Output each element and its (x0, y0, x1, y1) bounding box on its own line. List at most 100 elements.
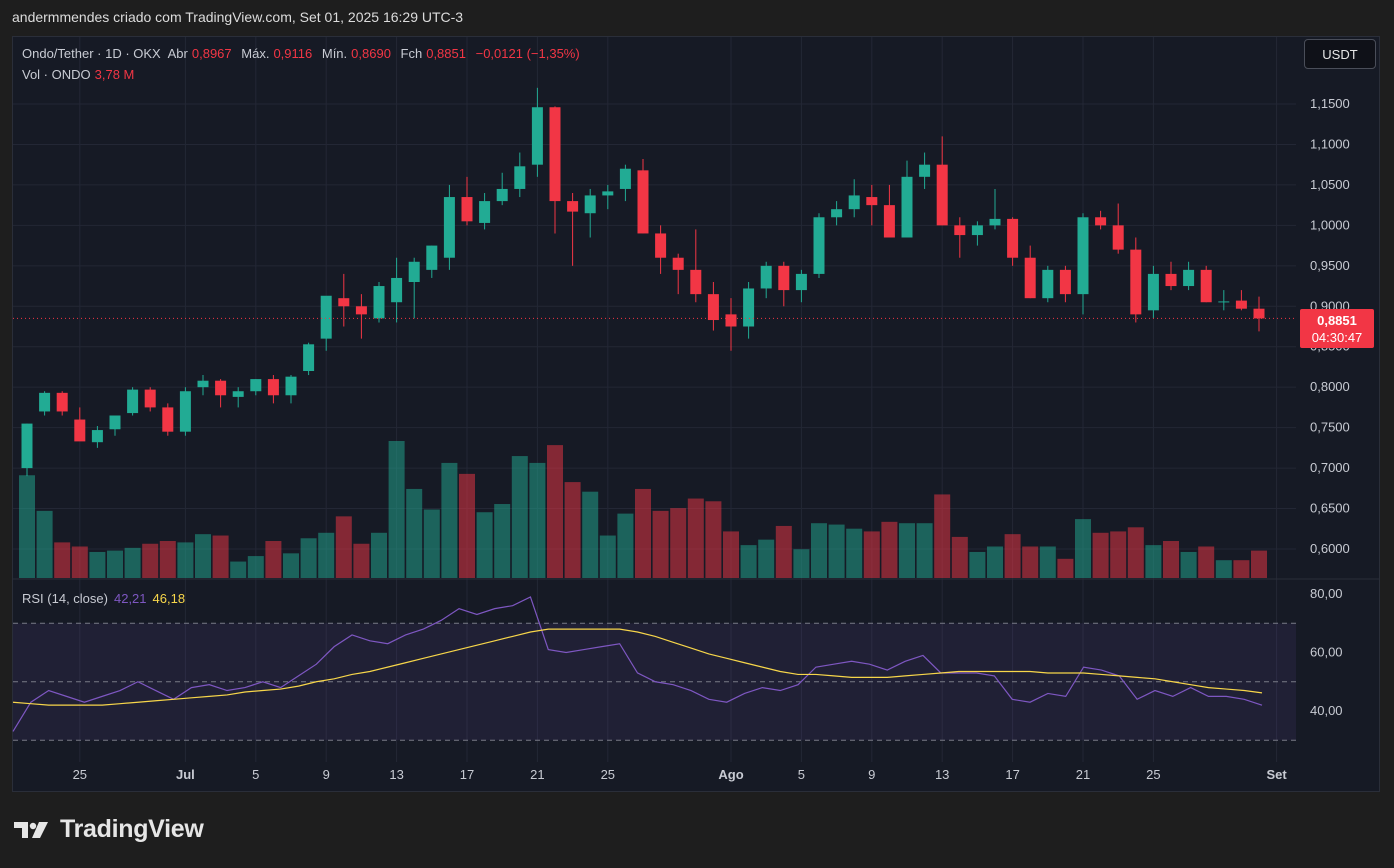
price-axis: 1,15001,10001,05001,00000,95000,90000,85… (1310, 96, 1350, 718)
candle-body (866, 197, 878, 206)
candle-body (391, 277, 403, 303)
time-tick-label: 17 (1005, 767, 1019, 782)
candle-body (901, 176, 913, 238)
rsi-tick-label: 60,00 (1310, 645, 1343, 660)
candle-body (443, 197, 455, 258)
candle (1059, 265, 1071, 303)
volume-bar (423, 509, 440, 578)
volume-bar (300, 538, 317, 578)
rsi-tick-label: 40,00 (1310, 703, 1343, 718)
volume-bar (247, 556, 264, 578)
tradingview-logo-icon (14, 821, 48, 838)
volume-bar (828, 524, 845, 578)
candle (179, 387, 191, 436)
time-tick-label: 25 (73, 767, 87, 782)
candle (408, 257, 420, 319)
change-value: −0,0121 (−1,35%) (475, 46, 580, 61)
close-label: Fch (400, 46, 423, 61)
candle (1112, 203, 1124, 254)
time-tick-label: 5 (798, 767, 805, 782)
volume-bar (1075, 519, 1091, 578)
candle (39, 391, 51, 416)
candle-body (127, 389, 139, 414)
volume-bar (934, 494, 951, 578)
candle (303, 342, 315, 376)
volume-bar (406, 488, 423, 578)
candle-body (936, 164, 948, 226)
volume-bar (441, 462, 458, 578)
volume-bar (511, 456, 528, 578)
rsi-value: 42,21 (113, 591, 147, 606)
rsi-pane (12, 596, 1263, 732)
tradingview-logo[interactable]: TradingView (14, 815, 204, 844)
volume-bar (1092, 532, 1109, 578)
candle-body (338, 298, 350, 307)
candle-body (1253, 308, 1265, 319)
candle-body (285, 376, 297, 396)
close-value: 0,8851 (426, 46, 466, 61)
candle-body (760, 265, 772, 289)
candle (567, 193, 579, 266)
time-tick-label: 9 (323, 767, 330, 782)
currency-button[interactable]: USDT (1304, 39, 1376, 69)
rsi-legend: RSI (14, close) 42,21 46,18 (22, 591, 185, 606)
candle (443, 184, 455, 270)
volume-bar (1022, 546, 1039, 578)
candle (21, 423, 33, 477)
volume-bar (529, 462, 546, 578)
volume-bar (89, 551, 106, 578)
candle (74, 407, 86, 442)
candle (584, 188, 596, 238)
candle (901, 160, 913, 238)
chart-frame[interactable] (12, 36, 1380, 792)
price-tick-label: 0,9500 (1310, 258, 1350, 273)
candle-body (690, 269, 702, 295)
volume-bar (758, 539, 775, 578)
volume-bar (107, 550, 123, 578)
volume-bar (951, 536, 968, 578)
candle-body (1095, 217, 1107, 226)
candle (795, 269, 807, 303)
volume-bar (652, 510, 669, 578)
candle-body (619, 168, 631, 189)
candle (813, 213, 825, 278)
volume-bar (811, 523, 827, 578)
volume-bar (335, 516, 352, 578)
candle (883, 184, 895, 238)
candle-body (743, 288, 755, 327)
candle-body (1130, 249, 1142, 315)
rsi-line (12, 596, 1263, 732)
attribution-text: andermmendes criado com TradingView.com,… (12, 9, 464, 25)
candle-body (672, 257, 684, 270)
volume-bar (846, 528, 863, 578)
time-tick-label: 13 (389, 767, 403, 782)
candle-body (954, 225, 966, 236)
candle-body (320, 295, 332, 339)
candle-body (1183, 269, 1195, 287)
candle (690, 229, 702, 303)
candle-body (778, 265, 790, 291)
time-tick-label: 5 (252, 767, 259, 782)
high-value: 0,9116 (273, 46, 313, 61)
volume-bar (459, 473, 475, 578)
volume-bar (881, 521, 898, 578)
volume-bar (1163, 541, 1179, 578)
candle (127, 387, 139, 416)
volume-bar (863, 531, 880, 578)
candle (936, 136, 948, 226)
volume-bar (687, 498, 704, 578)
candle-body (461, 197, 473, 222)
candle (919, 152, 931, 189)
candle (778, 261, 790, 307)
candle (655, 225, 667, 274)
volume-bar (283, 553, 299, 578)
price-tick-label: 0,6500 (1310, 501, 1350, 516)
volume-bar (1127, 527, 1144, 578)
rsi-tick-label: 80,00 (1310, 586, 1343, 601)
volume-bar (1251, 550, 1267, 578)
candle (760, 261, 772, 299)
candle-body (531, 107, 543, 165)
volume-bar (1039, 546, 1056, 578)
candle-body (1165, 273, 1177, 287)
